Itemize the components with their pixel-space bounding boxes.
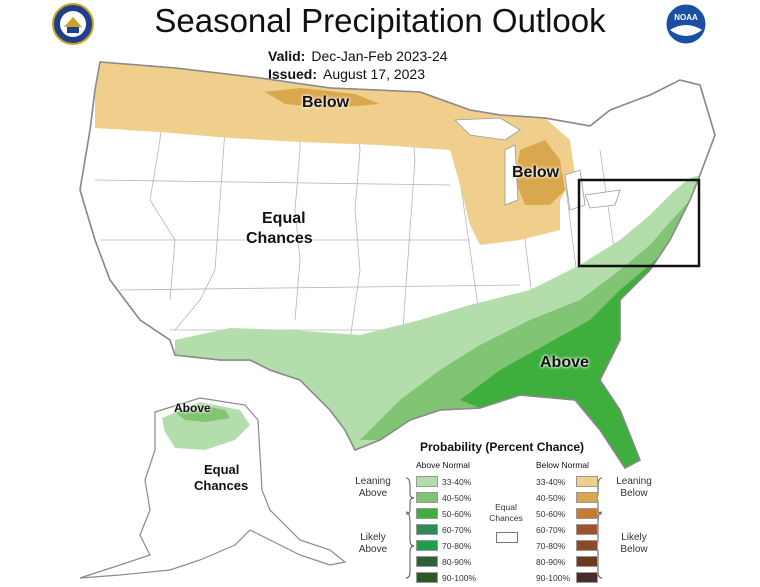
legend-leaning-above-line2: Above xyxy=(358,488,388,499)
label-below-michigan: Below xyxy=(512,164,560,181)
legend-above-label-5: 80-90% xyxy=(442,557,472,567)
legend-leaning-above-line1: Leaning xyxy=(355,476,391,487)
legend-below-header: Below Normal xyxy=(536,460,589,470)
label-below-north: Below xyxy=(302,94,350,111)
legend-equal-chances-line2: Chances xyxy=(489,513,523,523)
conus-outline xyxy=(79,61,716,469)
page-title: Seasonal Precipitation Outlook xyxy=(154,2,606,39)
legend-above-swatch-5 xyxy=(416,556,438,567)
legend-likely-below-line2: Below xyxy=(620,544,648,555)
valid-label: Valid: xyxy=(268,48,306,64)
below-region-north-darker xyxy=(265,88,380,108)
label-equal-chances-alaska-line2: Chances xyxy=(194,478,249,493)
legend-leaning-below-line2: Below xyxy=(620,488,648,499)
label-equal-chances-alaska-line1: Equal xyxy=(204,462,240,477)
label-above-alaska: Above xyxy=(174,401,211,415)
legend-likely-above: Likely Above xyxy=(348,532,398,556)
issued-line: Issued: August 17, 2023 xyxy=(268,66,425,82)
legend-below-label-1: 40-50% xyxy=(536,493,566,503)
label-equal-chances-west-line1: Equal xyxy=(262,210,306,227)
alaska-above-region-medium xyxy=(175,405,230,422)
valid-value: Dec-Jan-Feb 2023-24 xyxy=(311,48,448,64)
legend-below-label-3: 60-70% xyxy=(536,525,566,535)
legend-above-label-2: 50-60% xyxy=(442,509,472,519)
legend-leaning-above: Leaning Above xyxy=(346,476,400,500)
noaa-logo: NOAA xyxy=(665,3,707,45)
valid-line: Valid: Dec-Jan-Feb 2023-24 xyxy=(268,48,448,64)
legend-below-label-6: 90-100% xyxy=(536,573,571,583)
legend-equal-chances-line1: Equal xyxy=(495,502,517,512)
northeast-inset-box xyxy=(577,178,701,268)
above-region-dark xyxy=(460,255,660,468)
legend-below-swatch-1 xyxy=(576,492,598,503)
legend-above-label-3: 60-70% xyxy=(442,525,472,535)
legend-below-swatch-5 xyxy=(576,556,598,567)
legend-above-swatch-1 xyxy=(416,492,438,503)
legend-equal-chances: Equal Chances xyxy=(484,502,528,524)
below-region-north xyxy=(95,62,575,245)
legend-above-label-4: 70-80% xyxy=(442,541,472,551)
legend-likely-below-line1: Likely xyxy=(621,532,647,543)
issued-value: August 17, 2023 xyxy=(323,66,425,82)
legend-above-label-1: 40-50% xyxy=(442,493,472,503)
legend-above-swatch-4 xyxy=(416,540,438,551)
legend-equal-chances-swatch xyxy=(496,532,518,543)
legend-above-header: Above Normal xyxy=(416,460,470,470)
legend-likely-above-line2: Above xyxy=(358,544,388,555)
legend-below-label-4: 70-80% xyxy=(536,541,566,551)
legend-below-swatch-3 xyxy=(576,524,598,535)
legend-likely-below: Likely Below xyxy=(614,532,654,556)
legend-above-swatch-6 xyxy=(416,572,438,583)
legend-above-swatch-2 xyxy=(416,508,438,519)
legend-below-swatch-4 xyxy=(576,540,598,551)
label-equal-chances-west-line2: Chances xyxy=(246,230,313,247)
legend-below-swatch-6 xyxy=(576,572,598,583)
legend-likely-above-line1: Likely xyxy=(360,532,386,543)
commerce-seal-logo xyxy=(52,3,94,45)
legend-below-swatch-0 xyxy=(576,476,598,487)
alaska-land xyxy=(79,397,347,579)
legend-below-label-5: 80-90% xyxy=(536,557,566,567)
issued-label: Issued: xyxy=(268,66,318,82)
legend-title: Probability (Percent Chance) xyxy=(420,440,585,454)
legend-above-swatch-0 xyxy=(416,476,438,487)
legend-leaning-below-line1: Leaning xyxy=(616,476,652,487)
legend-above-swatch-3 xyxy=(416,524,438,535)
legend-leaning-below: Leaning Below xyxy=(610,476,658,500)
legend-below-label-2: 50-60% xyxy=(536,509,566,519)
legend-above-label-6: 90-100% xyxy=(442,573,477,583)
label-above-southeast: Above xyxy=(540,354,589,371)
legend-below-label-0: 33-40% xyxy=(536,477,566,487)
below-region-michigan-darker xyxy=(515,140,565,205)
legend-below-swatch-2 xyxy=(576,508,598,519)
legend-above-label-0: 33-40% xyxy=(442,477,472,487)
noaa-logo-text: NOAA xyxy=(674,13,698,22)
